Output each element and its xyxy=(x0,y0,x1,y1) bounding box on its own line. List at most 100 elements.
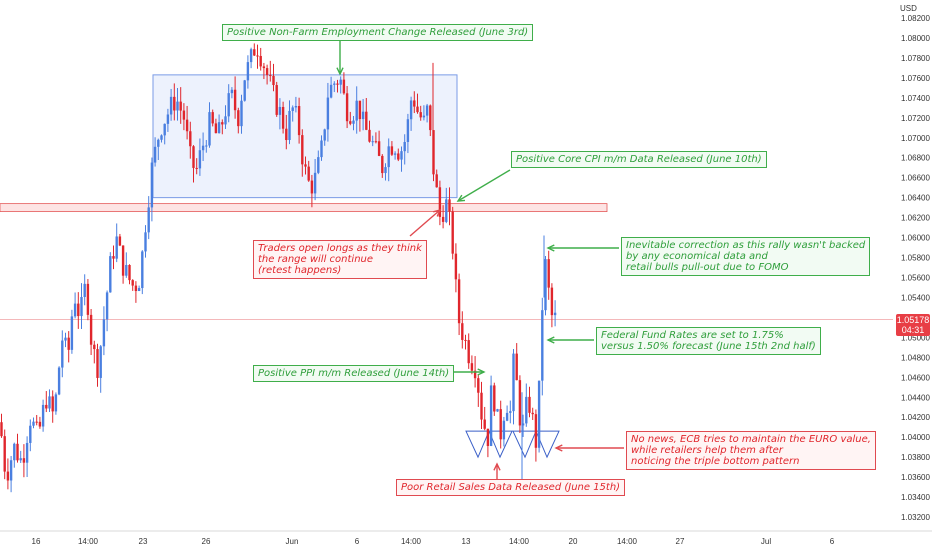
candle-body xyxy=(400,151,403,160)
y-tick-label: 1.06000 xyxy=(901,234,930,243)
candle-body xyxy=(486,428,490,446)
candle-body xyxy=(294,106,298,108)
candle-body xyxy=(237,110,240,127)
candle-body xyxy=(317,157,320,173)
y-tick-label: 1.05000 xyxy=(901,333,930,342)
candle-body xyxy=(115,236,118,259)
y-tick-label: 1.06200 xyxy=(901,214,930,223)
arrow-nfp-head xyxy=(336,67,344,76)
y-tick-label: 1.03400 xyxy=(901,493,930,502)
candle-body xyxy=(441,216,445,222)
candle-body xyxy=(70,316,74,350)
candle-body xyxy=(387,146,390,168)
candle-body xyxy=(329,84,333,98)
candle-body xyxy=(38,421,42,427)
candle-body xyxy=(419,112,422,118)
candle-body xyxy=(477,378,480,393)
candle-body xyxy=(253,49,256,56)
candle-body xyxy=(233,89,237,111)
candle-body xyxy=(246,62,250,81)
candle-body xyxy=(227,93,230,117)
arrow-ecb-head xyxy=(554,444,563,452)
candle-body xyxy=(409,100,413,120)
candle-body xyxy=(32,421,35,426)
candle-body xyxy=(41,404,45,427)
triple-bottom-triangle xyxy=(512,430,537,459)
y-tick-label: 1.03800 xyxy=(901,453,930,462)
y-tick-label: 1.06600 xyxy=(901,174,930,183)
x-tick-label: 6 xyxy=(830,537,835,546)
candle-body xyxy=(147,207,150,233)
annotation-retail: Poor Retail Sales Data Released (June 15… xyxy=(396,479,626,496)
candle-body xyxy=(390,146,394,155)
candle-body xyxy=(304,164,307,167)
candle-body xyxy=(553,312,557,316)
candle-body xyxy=(425,105,429,116)
candle-body xyxy=(48,396,51,409)
x-tick-label: 14:00 xyxy=(617,537,638,546)
candle-body xyxy=(272,75,275,86)
candle-body xyxy=(393,153,397,155)
x-tick-label: 23 xyxy=(139,537,148,546)
candle-body xyxy=(240,100,243,127)
candle-body xyxy=(403,141,406,152)
candle-body xyxy=(429,105,432,131)
arrow-retail-head xyxy=(493,462,501,471)
y-tick-label: 1.07400 xyxy=(901,94,930,103)
triple-bottom-triangle xyxy=(465,430,490,459)
candle-body xyxy=(288,110,291,141)
annotation-correction: Inevitable correction as this rally wasn… xyxy=(621,237,871,276)
y-tick-label: 1.03600 xyxy=(901,473,930,482)
candle-body xyxy=(86,283,90,315)
candle-body xyxy=(192,146,195,168)
candle-body xyxy=(397,153,400,160)
candle-body xyxy=(355,100,358,121)
candle-body xyxy=(19,458,22,461)
candle-body xyxy=(182,110,186,120)
y-tick-label: 1.07800 xyxy=(901,54,930,63)
candle-body xyxy=(358,100,362,120)
annotation-ppi: Positive PPI m/m Released (June 14th) xyxy=(253,365,455,382)
candle-body xyxy=(406,119,410,142)
candle-body xyxy=(211,112,214,124)
candle-body xyxy=(83,283,86,297)
candle-body xyxy=(505,412,509,421)
candle-body xyxy=(208,112,211,146)
candle-body xyxy=(323,129,326,141)
candle-body xyxy=(374,141,378,143)
y-tick-label: 1.08200 xyxy=(901,14,930,23)
candle-body xyxy=(269,75,272,77)
candle-body xyxy=(473,370,477,379)
candle-body xyxy=(77,303,80,317)
candle-body xyxy=(3,436,6,472)
candle-body xyxy=(515,353,518,381)
candle-body xyxy=(128,264,131,281)
candle-body xyxy=(461,323,464,340)
triple-bottom-triangle xyxy=(535,430,560,459)
candle-body xyxy=(483,419,486,429)
candle-body xyxy=(256,55,259,57)
candle-body xyxy=(278,106,282,115)
candle-body xyxy=(339,79,342,85)
candle-body xyxy=(102,319,106,347)
candle-body xyxy=(64,337,67,341)
candle-body xyxy=(454,253,458,280)
support-zone xyxy=(0,203,608,213)
candle-body xyxy=(285,128,288,141)
candle-body xyxy=(320,140,323,158)
candle-body xyxy=(541,310,544,381)
candle-body xyxy=(121,245,125,276)
arrow-fed-head xyxy=(546,336,555,344)
candle-body xyxy=(89,314,93,345)
candle-body xyxy=(550,287,554,316)
candle-body xyxy=(189,131,192,147)
candle-body xyxy=(243,80,246,101)
candle-body xyxy=(349,121,352,124)
candle-body xyxy=(45,404,48,409)
candle-body xyxy=(144,232,147,252)
candle-body xyxy=(534,414,538,448)
y-tick-label: 1.04400 xyxy=(901,393,930,402)
x-tick-label: 6 xyxy=(355,537,360,546)
